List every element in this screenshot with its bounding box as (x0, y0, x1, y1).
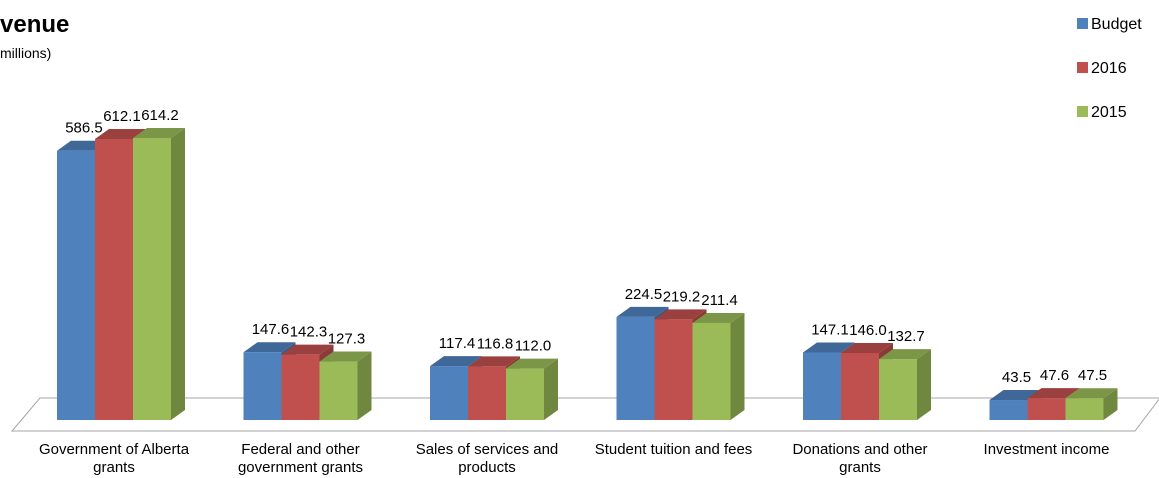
bar-face (319, 351, 372, 362)
bar-face (281, 344, 334, 355)
bar (506, 358, 558, 420)
x-tick-label: Investment income (983, 441, 1110, 458)
legend-swatch (1077, 18, 1088, 29)
data-label: 612.1 (103, 108, 141, 125)
bar-face (841, 352, 879, 420)
bar-face (357, 351, 372, 420)
bar-face (468, 366, 506, 420)
bar-face (879, 359, 917, 420)
bar-face (917, 349, 931, 420)
bar-face (1103, 388, 1118, 420)
legend-label: 2016 (1091, 60, 1127, 77)
bar-face (468, 356, 520, 367)
data-label: 147.6 (252, 321, 290, 338)
data-label: 224.5 (625, 286, 663, 303)
legend-label: 2015 (1091, 104, 1127, 121)
bar-face (95, 128, 147, 139)
bar-face (430, 356, 482, 367)
bar-face (243, 352, 282, 420)
data-label: 146.0 (849, 322, 887, 339)
bar-face (692, 322, 731, 420)
data-label: 586.5 (65, 120, 103, 137)
bar-face (803, 352, 841, 420)
x-tick-label: Donations and other grants (792, 441, 928, 476)
data-label: 142.3 (290, 324, 328, 341)
bar-face (430, 366, 468, 420)
bar (692, 312, 745, 420)
chart-subtitle: millions) (0, 45, 51, 61)
x-tick-label: Federal and other government grants (237, 441, 364, 476)
data-label: 112.0 (515, 338, 551, 355)
x-tick-label: Government of Alberta grants (38, 441, 190, 476)
data-label: 116.8 (477, 335, 513, 352)
bar-face (1065, 398, 1104, 420)
legend-label: Budget (1091, 16, 1142, 33)
data-label: 43.5 (1002, 369, 1031, 386)
data-label: 614.2 (141, 107, 179, 124)
bar-face (171, 128, 185, 420)
data-label: 211.4 (701, 292, 737, 309)
data-label: 147.1 (811, 321, 849, 338)
x-tick-label: Student tuition and fees (594, 441, 753, 458)
bar-face (1065, 388, 1118, 399)
bar-face (616, 316, 655, 420)
bar-face (57, 150, 95, 420)
bar-face (879, 349, 931, 360)
data-label: 219.2 (663, 288, 701, 305)
bar (879, 349, 931, 420)
data-label: 127.3 (328, 331, 366, 348)
bar-face (133, 138, 171, 420)
bar-face (616, 306, 669, 317)
bar-face (319, 361, 358, 420)
data-label: 132.7 (887, 328, 925, 345)
data-label: 117.4 (439, 335, 475, 352)
bar (133, 128, 185, 420)
bar-face (841, 342, 893, 353)
bar (319, 351, 372, 420)
bar-face (654, 319, 693, 420)
bar-face (133, 128, 185, 138)
bar-face (692, 312, 745, 323)
bar-face (95, 138, 133, 421)
bar-face (544, 358, 558, 420)
legend-swatch (1077, 62, 1088, 73)
bar-face (730, 312, 745, 420)
bar-face (281, 354, 320, 420)
chart-title: venue (0, 11, 69, 38)
bar-face (506, 358, 558, 369)
bar-face (506, 368, 544, 420)
bar-face (1027, 388, 1080, 399)
bar-face (654, 309, 707, 320)
bar-face (989, 400, 1028, 420)
bar (1065, 388, 1118, 420)
bar-face (1027, 398, 1066, 420)
legend-swatch (1077, 106, 1088, 117)
data-label: 47.6 (1040, 367, 1069, 384)
bar-face (243, 342, 296, 353)
bar-face (803, 342, 855, 353)
x-tick-label: Sales of services and products (415, 441, 559, 476)
data-label: 47.5 (1078, 367, 1107, 384)
